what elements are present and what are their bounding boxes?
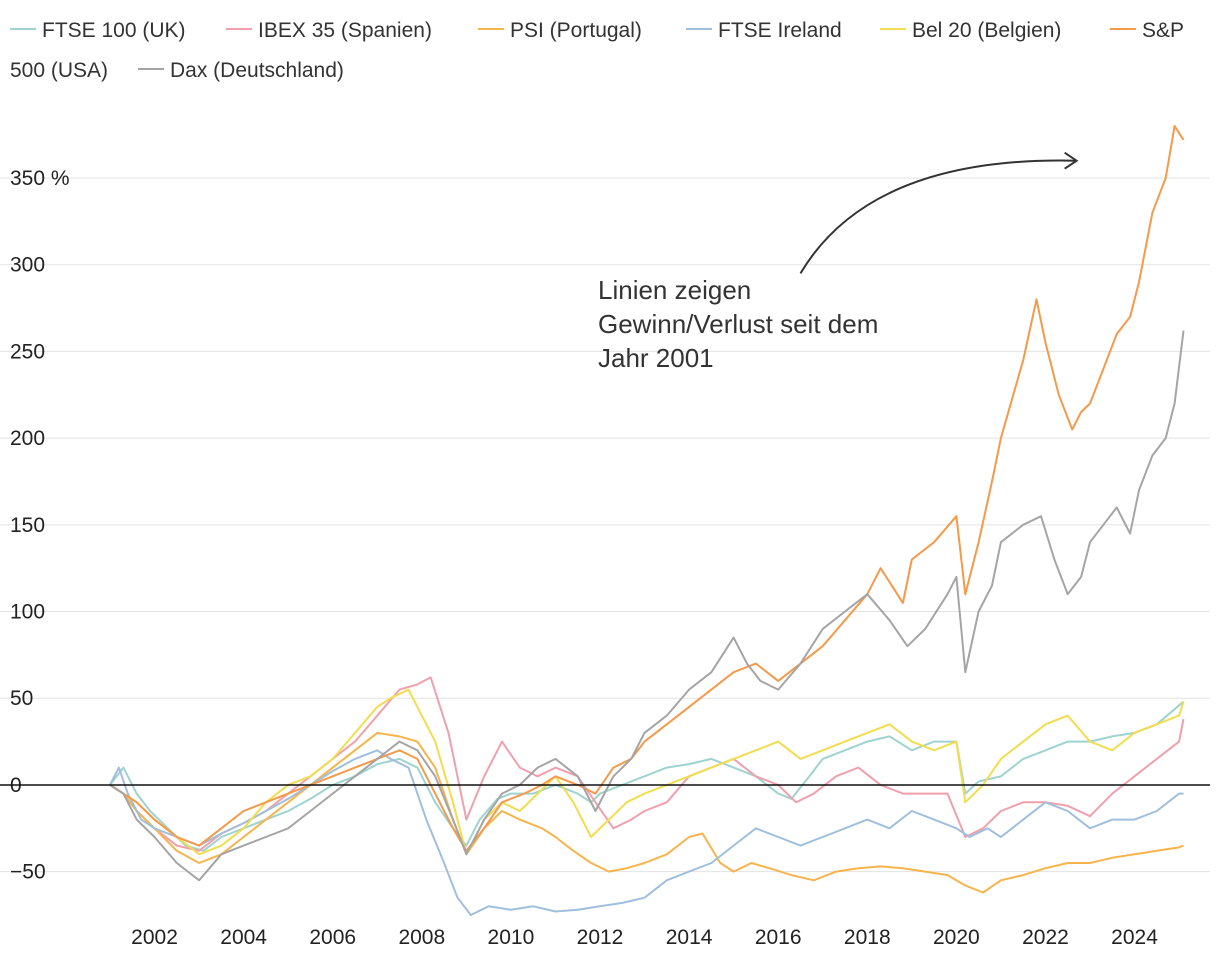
annotation-arrow: [799, 159, 1077, 274]
legend-label-ftse-ireland: FTSE Ireland: [718, 19, 842, 42]
x-tick-label: 2022: [1022, 926, 1069, 949]
y-tick-label: 100: [10, 601, 45, 624]
y-tick-label: 350 %: [10, 167, 70, 190]
y-tick-label: 300: [10, 254, 45, 277]
legend-label-bel-20-belgien: Bel 20 (Belgien): [912, 19, 1061, 42]
y-tick-label: 250: [10, 340, 45, 363]
x-tick-label: 2012: [577, 926, 624, 949]
series-line-ibex-35-spanien: [109, 676, 1185, 852]
annotation-line-1: Linien zeigen: [598, 275, 751, 305]
annotation-line-3: Jahr 2001: [598, 343, 714, 373]
x-tick-label: 2014: [666, 926, 713, 949]
x-tick-label: 2004: [220, 926, 267, 949]
series-lines: [0, 125, 1210, 916]
legend-label-psi-portugal: PSI (Portugal): [510, 19, 642, 42]
annotation-arrowhead: [1064, 151, 1079, 170]
x-tick-label: 2002: [131, 926, 178, 949]
grid-lines: [0, 177, 1210, 873]
x-tick-label: 2020: [933, 926, 980, 949]
legend-label-dax-deutschland: Dax (Deutschland): [170, 59, 344, 82]
series-line-dax-deutschland: [109, 330, 1185, 882]
y-tick-label: 200: [10, 427, 45, 450]
legend-label-ftse-100-uk: FTSE 100 (UK): [42, 19, 186, 42]
x-tick-label: 2024: [1111, 926, 1158, 949]
legend-label-s-p-500-usa: S&P: [1142, 19, 1184, 42]
y-tick-label: 150: [10, 514, 45, 537]
legend: FTSE 100 (UK) IBEX 35 (Spanien) PSI (Portu…: [10, 19, 1184, 82]
x-axis-ticks: 2002 2004 2006 2008 2010 2012 2014 2016 2018 2020…: [131, 926, 1158, 949]
x-tick-label: 2010: [488, 926, 535, 949]
series-line-bel-20-belgien: [109, 688, 1185, 856]
x-tick-label: 2006: [309, 926, 356, 949]
annotation-line-2: Gewinn/Verlust seit dem: [598, 309, 878, 339]
series-line-psi-portugal: [109, 731, 1184, 894]
y-tick-label: 50: [10, 687, 33, 710]
legend-label-s-p-500-usa-cont: 500 (USA): [10, 59, 108, 82]
x-tick-label: 2018: [844, 926, 891, 949]
x-tick-label: 2016: [755, 926, 802, 949]
legend-label-ibex-35-spanien: IBEX 35 (Spanien): [258, 19, 432, 42]
x-tick-label: 2008: [398, 926, 445, 949]
annotation: Linien zeigen Gewinn/Verlust seit dem Ja…: [598, 151, 1079, 373]
series-line-s-p-500-usa: [109, 125, 1185, 852]
y-tick-label: −50: [10, 861, 46, 884]
series-line-ftse-ireland: [109, 749, 1184, 916]
series-line-ftse-100-uk: [109, 700, 1185, 852]
